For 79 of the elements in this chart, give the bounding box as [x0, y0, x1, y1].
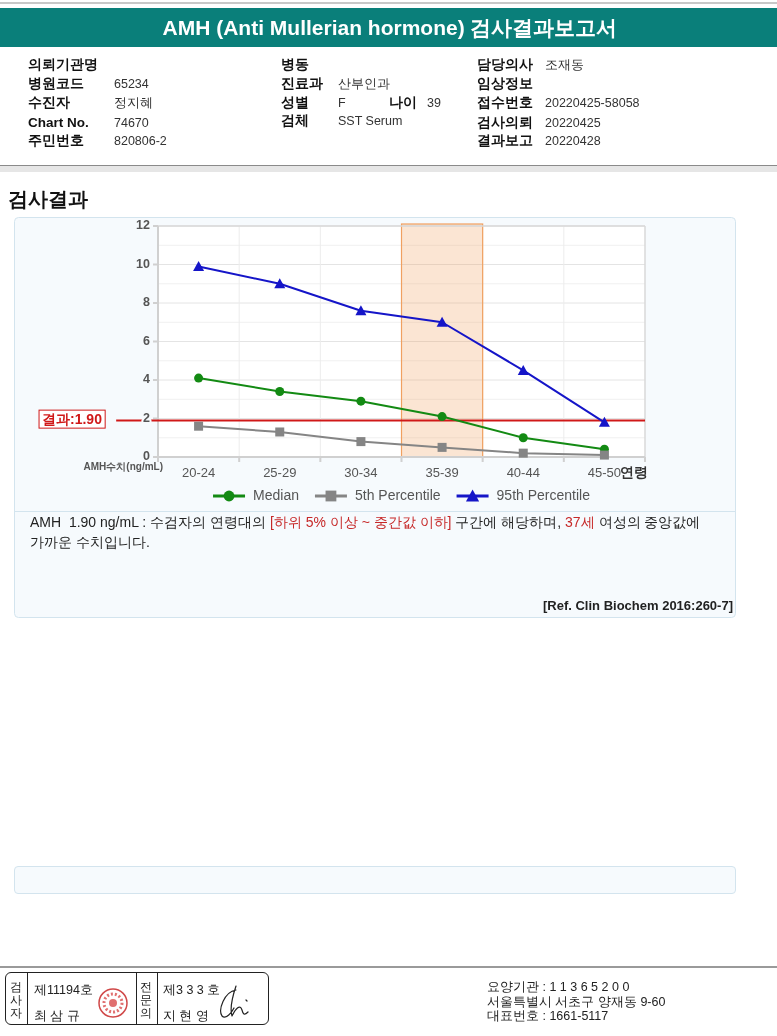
text: 지 현 영 — [163, 1008, 209, 1024]
point — [356, 437, 366, 447]
text: 조재동 — [545, 57, 584, 73]
point — [275, 427, 285, 437]
text: SST Serum — [338, 113, 403, 129]
point — [194, 421, 204, 431]
text: 산부인과 — [338, 76, 390, 92]
text: 제11194호 — [34, 982, 93, 998]
text: 병동 — [281, 56, 309, 74]
point — [274, 278, 286, 289]
text: 검사의뢰 — [477, 114, 533, 132]
text: [Ref. Clin Biochem 2016:260-7] — [542, 598, 733, 614]
text: 담당의사 — [477, 56, 533, 74]
point — [436, 316, 448, 327]
legend-label: 5th Percentile — [354, 486, 441, 503]
chart-subtitle: 검사결과 — [8, 187, 88, 211]
text: [하위 5% 이상 ~ 중간값 이하] — [269, 514, 452, 530]
text: 검사자 — [9, 979, 23, 1020]
y-tick-label: 4 — [143, 372, 151, 387]
text: 65234 — [114, 76, 149, 92]
x-tick-label: 35-39 — [425, 465, 459, 481]
text: 의뢰기관명 — [28, 56, 98, 74]
legend-label: Median — [253, 486, 299, 503]
point — [518, 448, 528, 458]
point — [598, 416, 610, 427]
text: Chart No. — [28, 114, 89, 132]
text: 820806-2 — [114, 133, 167, 149]
text: 최 삼 규 — [34, 1008, 80, 1024]
text: 37세 — [565, 514, 595, 530]
text: 39 — [427, 95, 441, 111]
x-axis-title: 연령 — [620, 463, 648, 480]
text: 가까운 수치입니다. — [30, 534, 150, 550]
y-tick-label: 10 — [136, 256, 151, 271]
point — [194, 373, 204, 383]
x-tick-label: 40-44 — [506, 465, 540, 481]
text: F — [338, 95, 346, 111]
text: 20220425-58058 — [545, 95, 640, 111]
text: 주민번호 — [28, 132, 84, 150]
text: AMH 1.90 ng/mL : 수검자의 연령대의 — [30, 514, 266, 530]
text: 요양기관 : 1 1 3 6 5 2 0 0 — [487, 979, 630, 995]
text: 나이 — [389, 94, 417, 112]
y-axis-title: AMH수치(ng/mL) — [83, 460, 163, 472]
text: 병원코드 — [28, 75, 84, 93]
point — [355, 305, 367, 316]
point — [437, 442, 447, 452]
x-tick-label: 25-29 — [263, 465, 297, 481]
point — [356, 396, 366, 406]
text: 결과보고 — [477, 132, 533, 150]
text: 검체 — [281, 112, 309, 130]
text: 정지혜 — [114, 95, 153, 111]
chart-title: AMH (Anti Mullerian hormone) 검사결과보고서 — [162, 15, 618, 41]
point — [599, 450, 609, 460]
ref-line-label: 결과:1.90 — [42, 411, 103, 428]
point — [517, 364, 529, 375]
y-tick-label: 6 — [143, 333, 151, 348]
text: 임상정보 — [477, 75, 533, 93]
point — [193, 260, 205, 271]
point — [437, 412, 447, 422]
y-tick-label: 12 — [136, 218, 151, 233]
text: 여성의 중앙값에 — [598, 514, 701, 530]
text: 20220428 — [545, 133, 601, 149]
text: 진료과 — [281, 75, 323, 93]
legend-label: 95th Percentile — [496, 486, 591, 503]
x-tick-label: 20-24 — [181, 465, 216, 481]
text: 서울특별시 서초구 양재동 9-60 — [487, 994, 666, 1010]
text: 수진자 — [28, 94, 70, 112]
text: 접수번호 — [477, 94, 533, 112]
text: 구간에 해당하며, — [455, 514, 562, 530]
x-tick-label: 30-34 — [344, 465, 378, 481]
x-tick-label: 45-50 — [587, 465, 622, 481]
text: 성별 — [281, 94, 309, 112]
point — [518, 433, 528, 443]
y-tick-label: 8 — [143, 295, 151, 310]
text: 20220425 — [545, 115, 601, 131]
text: 대표번호 : 1661-5117 — [487, 1008, 609, 1024]
point — [275, 387, 285, 397]
text: 74670 — [114, 115, 149, 131]
text: 전문의 — [139, 979, 153, 1020]
text: 제3 3 3 호 — [163, 982, 221, 998]
